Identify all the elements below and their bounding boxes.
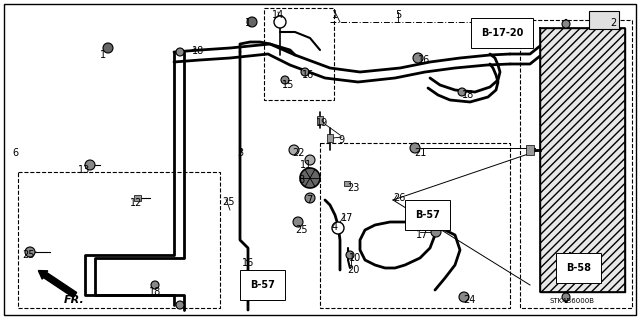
FancyArrow shape [38,271,77,298]
Circle shape [410,143,420,153]
Bar [520,20,632,308]
Text: 18: 18 [192,46,204,56]
Text: 4: 4 [332,222,338,232]
Text: 18: 18 [462,90,474,100]
Text: 22: 22 [292,148,305,158]
Circle shape [305,193,315,203]
Text: 16: 16 [418,55,430,65]
Circle shape [458,88,466,96]
Bar [134,195,141,201]
Bar [344,181,350,186]
Text: 20: 20 [347,265,360,275]
Bar [327,134,333,142]
Circle shape [346,251,354,259]
Text: B-17-20: B-17-20 [481,28,524,38]
Text: 1: 1 [332,10,338,20]
Text: B-57: B-57 [250,280,275,290]
Text: B-58: B-58 [566,263,591,273]
Text: 12: 12 [130,198,142,208]
Text: FR.: FR. [64,295,84,305]
Circle shape [562,20,570,28]
FancyBboxPatch shape [589,11,619,29]
Bar [18,172,220,308]
Bar [264,8,334,100]
Text: 1: 1 [245,18,251,28]
Text: 19: 19 [316,118,328,128]
Text: 23: 23 [347,183,360,193]
Text: 17: 17 [341,213,353,223]
Text: 18: 18 [149,287,161,297]
Text: 25: 25 [22,250,35,260]
Text: STK4B6000B: STK4B6000B [549,298,594,304]
Text: 7: 7 [306,195,312,205]
Circle shape [300,168,320,188]
Bar [320,143,510,308]
Text: 21: 21 [414,148,426,158]
Circle shape [305,155,315,165]
Text: 1: 1 [100,50,106,60]
Text: 8: 8 [298,175,304,185]
Text: 5: 5 [395,10,401,20]
Circle shape [25,247,35,257]
Circle shape [413,53,423,63]
Circle shape [301,68,309,76]
Text: 6: 6 [12,148,18,158]
Circle shape [289,145,299,155]
Text: 25: 25 [295,225,307,235]
Text: 11: 11 [300,160,312,170]
Text: 15: 15 [282,80,294,90]
Circle shape [85,160,95,170]
Circle shape [176,301,184,309]
Circle shape [151,281,159,289]
Text: 24: 24 [463,295,476,305]
Text: 14: 14 [272,10,284,20]
Text: 16: 16 [242,258,254,268]
Circle shape [459,292,469,302]
Bar [526,145,534,155]
Circle shape [247,17,257,27]
Circle shape [176,48,184,56]
Text: 2: 2 [610,18,616,28]
Text: 9: 9 [338,135,344,145]
Text: 3: 3 [237,148,243,158]
Circle shape [431,227,441,237]
Text: 10: 10 [349,253,361,263]
Bar [540,28,625,292]
Text: 16: 16 [302,70,314,80]
Circle shape [293,217,303,227]
Circle shape [281,76,289,84]
Circle shape [274,16,286,28]
Bar [317,116,323,124]
Text: B-57: B-57 [415,210,440,220]
Text: 25: 25 [222,197,234,207]
Circle shape [562,293,570,301]
Text: 26: 26 [393,193,405,203]
Circle shape [103,43,113,53]
Circle shape [332,222,344,234]
Text: 17: 17 [416,230,428,240]
Text: 13: 13 [78,165,90,175]
